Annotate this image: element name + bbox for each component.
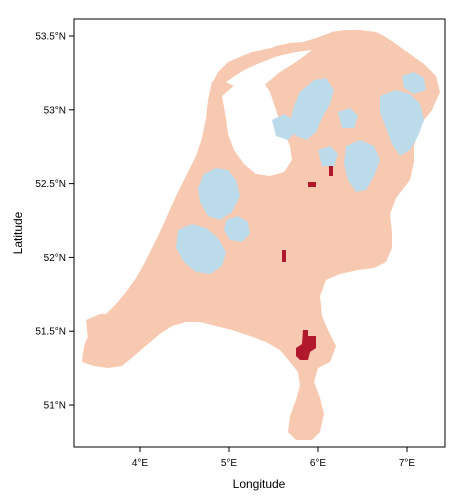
x-axis-title: Longitude [233, 477, 286, 491]
x-tick-label: 6°E [310, 458, 327, 469]
y-tick-label: 53.5°N [35, 32, 66, 43]
water-patch-utrecht [224, 216, 250, 242]
y-tick-label: 52.5°N [35, 179, 66, 190]
water-patch-drenthe [380, 90, 424, 156]
plot-frame [73, 18, 446, 448]
x-tick-label: 5°E [221, 458, 238, 469]
land-region-zeeland [86, 314, 150, 354]
hotspots [282, 166, 333, 360]
y-tick-label: 51.5°N [35, 327, 66, 338]
water-patch-holland-lakes [176, 224, 226, 274]
water-patch-friesland [290, 78, 334, 140]
water-patches [176, 72, 426, 274]
y-tick-label: 53°N [44, 105, 66, 116]
water-patch-overijssel [344, 140, 380, 192]
map-layers [82, 30, 440, 440]
water-patch-northholland [198, 168, 240, 220]
water-patch-east-small [318, 146, 338, 166]
water-patch-flevoland-edge [272, 114, 296, 140]
x-axis-ticks: 4°E 5°E 6°E 7°E [132, 447, 416, 469]
y-axis-title: Latitude [11, 211, 25, 254]
hotspot-north-a [329, 166, 333, 176]
ijsselmeer [222, 78, 292, 176]
land-region-wadden-east [330, 30, 384, 40]
wadden-sea [226, 50, 312, 92]
water-patch-lemmer [338, 108, 358, 128]
land-region-wadden-islands [212, 48, 270, 88]
x-tick-label: 7°E [399, 458, 416, 469]
y-axis-ticks: 51°N 51.5°N 52°N 52.5°N 53°N 53.5°N [35, 32, 74, 412]
y-tick-label: 51°N [44, 401, 66, 412]
x-tick-label: 4°E [132, 458, 149, 469]
land-region-mainland [82, 31, 440, 440]
hotspot-north-b [308, 182, 316, 187]
y-tick-label: 52°N [44, 253, 66, 264]
water-patch-groningen [402, 72, 426, 94]
hotspot-south [296, 330, 316, 360]
hotspot-central [282, 250, 286, 262]
